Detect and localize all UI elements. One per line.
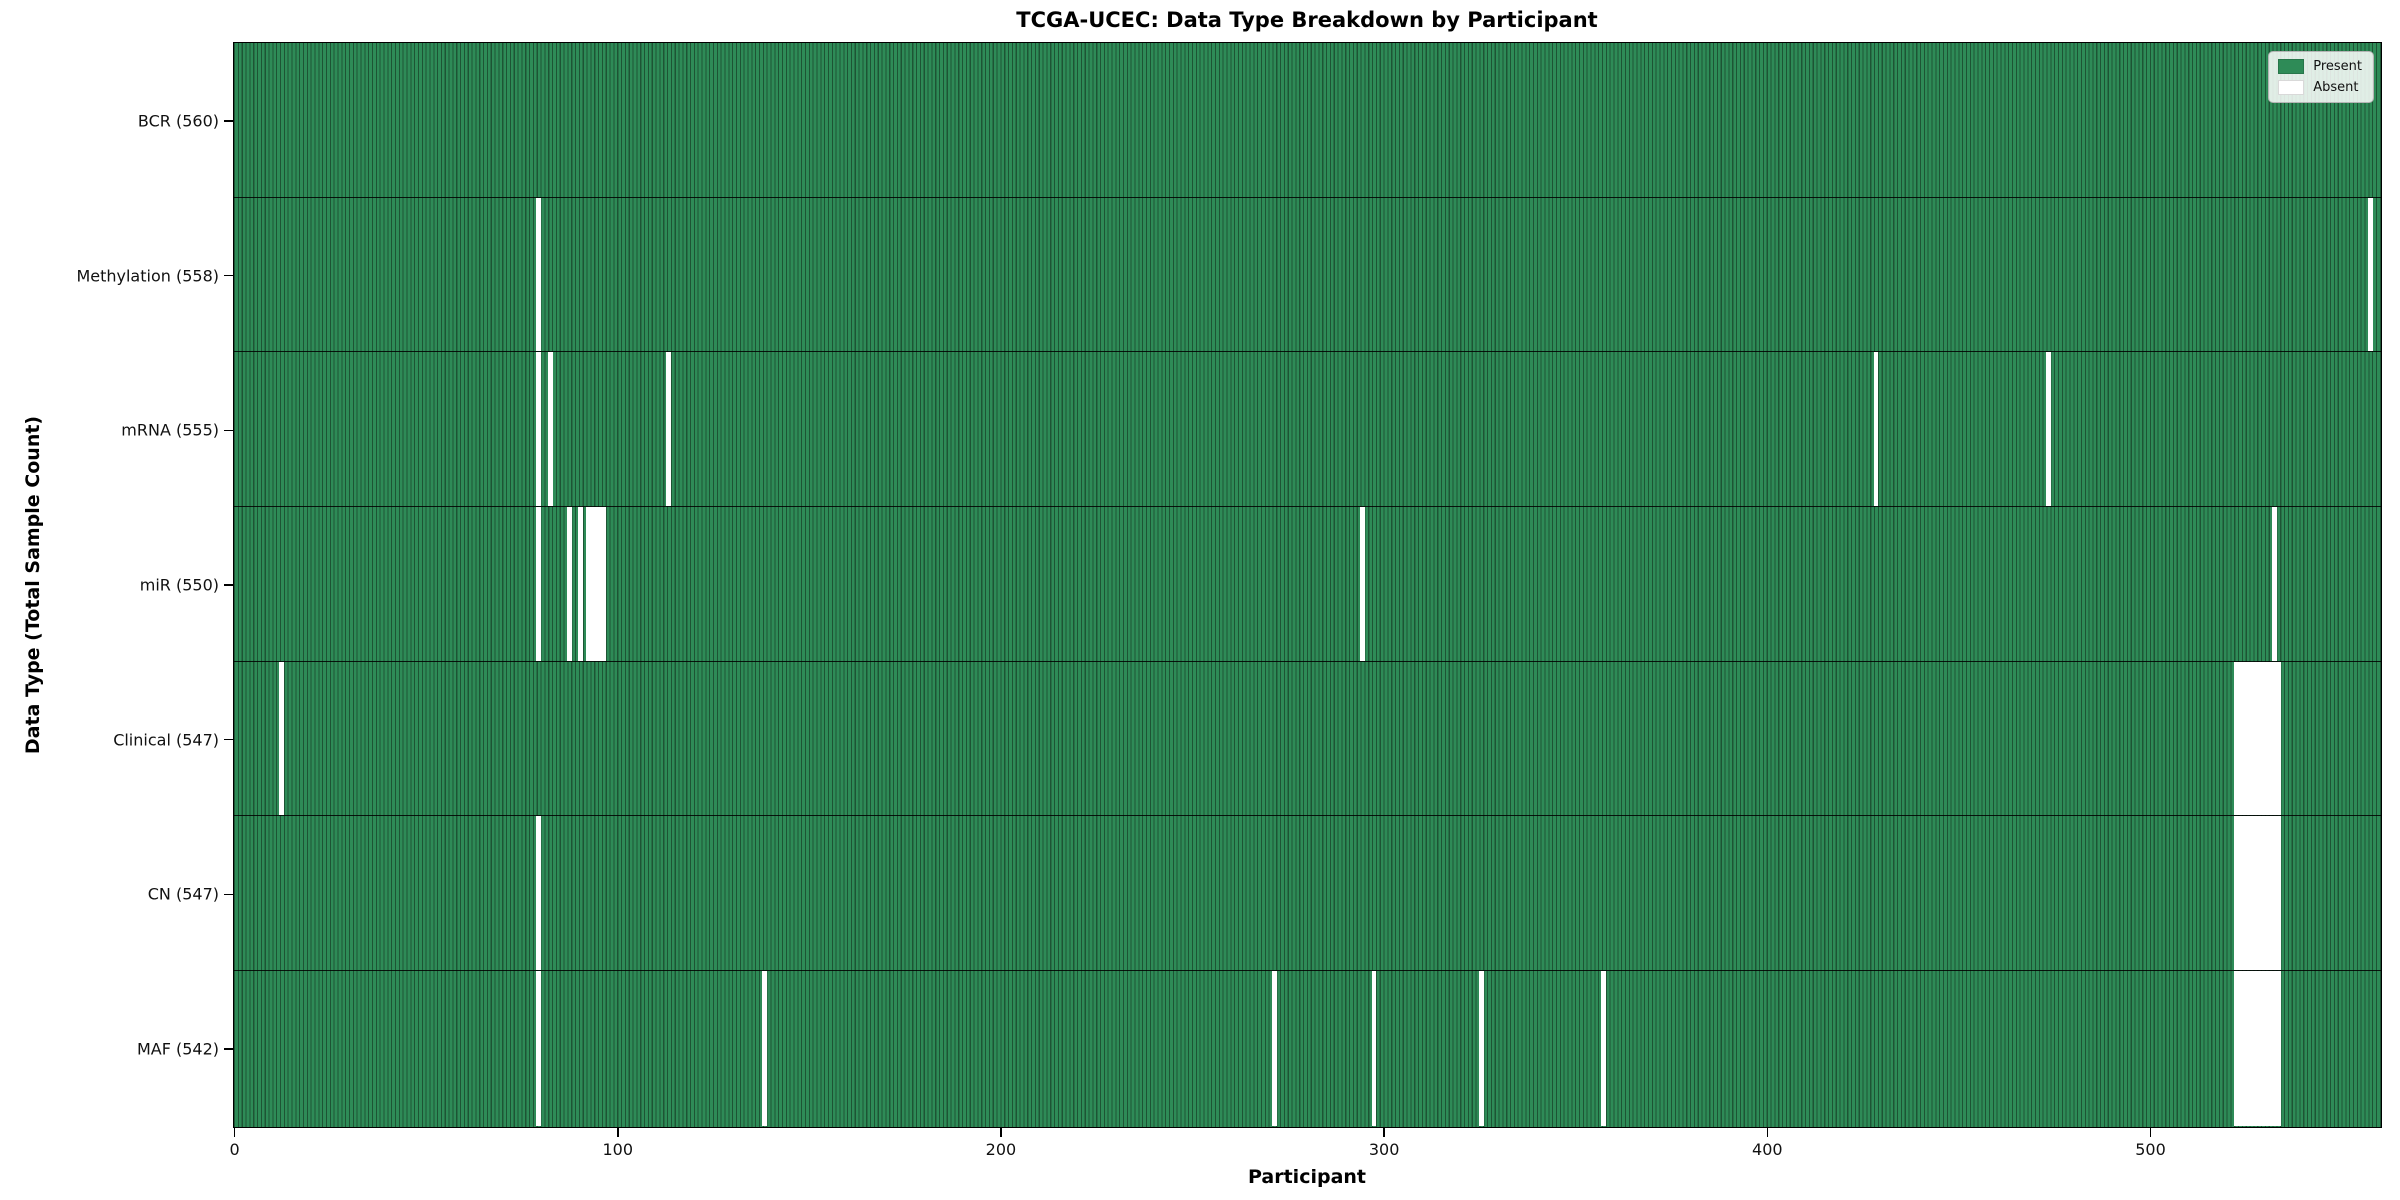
y-tick-mark (224, 584, 233, 586)
y-tick-mark (224, 738, 233, 741)
absent-gap (2272, 507, 2277, 661)
absent-gap (1271, 971, 1277, 1126)
data-type-row-maf (234, 971, 2381, 1126)
x-tick-mark (1383, 1128, 1385, 1137)
absent-gap (1371, 971, 1377, 1126)
absent-gap (536, 352, 542, 507)
y-tick-label: miR (550) (139, 575, 219, 595)
absent-gap (536, 507, 542, 661)
y-tick-label: mRNA (555) (121, 420, 219, 440)
y-axis-label: Data Type (Total Sample Count) (22, 415, 44, 755)
absent-gap (586, 507, 607, 661)
x-tick-mark (1766, 1128, 1769, 1137)
absent-gap (536, 971, 542, 1126)
legend: Present Absent (2268, 51, 2374, 103)
y-tick-mark (224, 1048, 233, 1050)
legend-label-absent: Absent (2313, 80, 2359, 95)
legend-label-present: Present (2313, 59, 2362, 74)
absent-gap (1360, 507, 1365, 661)
legend-swatch-absent-icon (2278, 80, 2305, 95)
x-axis-label: Participant (1247, 1166, 1367, 1188)
x-tick-label: 100 (602, 1140, 634, 1159)
absent-gap (2233, 971, 2281, 1126)
y-tick-mark (224, 893, 233, 896)
x-tick-mark (2149, 1128, 2152, 1137)
absent-gap (536, 197, 542, 352)
plot-area: Present Absent (233, 42, 2382, 1128)
x-tick-mark (616, 1128, 619, 1137)
x-tick-label: 0 (229, 1140, 240, 1159)
y-tick-mark (224, 120, 233, 122)
chart-title: TCGA-UCEC: Data Type Breakdown by Partic… (1016, 8, 1598, 32)
y-tick-label: Methylation (558) (76, 266, 219, 286)
absent-gap (536, 816, 542, 971)
data-type-row-methylation (234, 197, 2381, 353)
y-tick-label: Clinical (547) (113, 730, 219, 750)
legend-swatch-present-icon (2278, 59, 2305, 74)
data-type-row-mir (234, 507, 2381, 662)
data-type-row-bcr (234, 43, 2381, 198)
legend-entry-absent: Absent (2278, 80, 2362, 95)
absent-gap (566, 507, 572, 661)
absent-gap (1601, 971, 1607, 1126)
x-tick-label: 400 (1752, 1140, 1783, 1159)
absent-gap (2045, 352, 2051, 507)
x-tick-mark (233, 1128, 236, 1137)
y-tick-label: CN (547) (147, 884, 219, 904)
x-tick-mark (1000, 1128, 1002, 1137)
absent-gap (578, 507, 584, 661)
y-tick-label: MAF (542) (136, 1039, 219, 1059)
y-tick-mark (224, 429, 233, 432)
data-type-row-mrna (234, 352, 2381, 508)
absent-gap (2233, 661, 2281, 816)
absent-gap (762, 971, 768, 1126)
y-tick-label: BCR (560) (137, 111, 219, 131)
absent-gap (1873, 352, 1879, 507)
x-tick-label: 200 (985, 1140, 1017, 1159)
absent-gap (2233, 816, 2281, 971)
absent-gap (547, 352, 553, 507)
data-type-row-cn (234, 816, 2381, 972)
x-tick-label: 500 (2135, 1140, 2166, 1159)
absent-gap (1478, 971, 1484, 1126)
absent-gap (666, 352, 672, 507)
absent-gap (2367, 197, 2373, 352)
data-type-row-clinical (234, 661, 2381, 817)
absent-gap (279, 661, 285, 816)
x-tick-label: 300 (1368, 1140, 1400, 1159)
y-tick-mark (224, 274, 233, 277)
legend-entry-present: Present (2278, 59, 2362, 74)
